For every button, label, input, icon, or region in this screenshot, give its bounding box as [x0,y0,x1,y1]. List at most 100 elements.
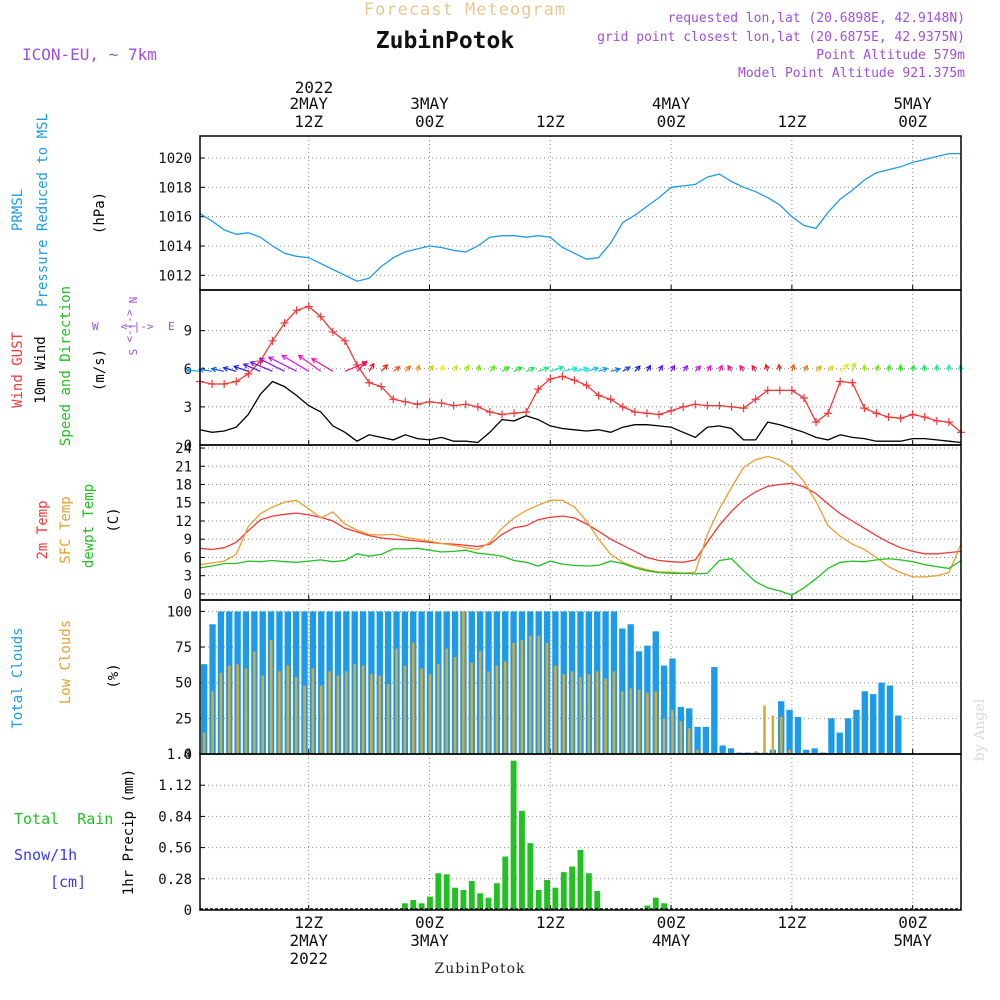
low-cloud-bar [654,691,658,754]
gust-marker [546,374,555,383]
series-line-sfc-temp [199,455,962,578]
gust-marker [268,336,277,345]
wind-arrow-head [843,363,850,370]
series-line-wind-gust [199,305,962,433]
wind-arrow-head [751,364,757,371]
total-cloud-bar [811,748,818,754]
wind-arrow-head [776,363,783,370]
wind-arrow-head [583,366,590,373]
low-cloud-bar [227,665,231,754]
total-cloud-bar [878,682,885,754]
wind-arrow-head [572,366,579,372]
precip-bar [594,891,601,910]
low-cloud-bar [754,751,758,754]
y-tick-label: 0 [184,903,192,919]
y-tick-label: 0 [184,587,192,603]
panel-frame [199,444,962,601]
total-cloud-bar [870,694,877,754]
low-cloud-bar [487,671,490,754]
gust-marker [606,395,615,404]
low-cloud-bar [244,668,248,754]
wind-compass: N S W E <-|-> <-|-> [92,297,175,356]
low-cloud-bar [788,749,791,754]
precip-bar [527,843,534,910]
wind-arrow [186,369,201,372]
wind-arrow-head [885,364,892,371]
low-cloud-bar [353,664,356,754]
gust-marker [449,401,458,410]
gust-marker [920,413,929,422]
y-tick-label: 9 [184,532,192,548]
gust-marker [461,400,470,409]
gust-marker [389,395,398,404]
low-cloud-bar [420,668,423,754]
wind-arrow-head [369,362,375,369]
low-cloud-bar [662,718,666,754]
wind-arrow-head [489,365,496,372]
clouds-label-low: Low Clouds [58,620,74,704]
low-cloud-bar [211,691,214,754]
gust-marker [727,402,736,411]
top-tick-label: 3MAY [410,94,449,113]
wind-arrow-head [405,365,412,372]
gust-marker [824,409,833,418]
chart-panels: 1012101410161018102003690369121518212402… [158,135,965,919]
total-cloud-bar [786,709,793,754]
precip-bar [560,872,567,910]
wind-arrow-head [516,366,523,372]
low-cloud-bar [495,665,499,754]
clouds-panel-labels: Total Clouds Low Clouds (%) [10,620,122,729]
precip-bar [519,810,525,910]
top-tick-label: 4MAY [652,94,691,113]
y-tick-label: 1012 [158,268,192,284]
wind-arrow-head [945,364,952,370]
wind-arrow-head [695,365,702,372]
bottom-tick-label: 12Z [294,913,323,932]
wind-arrow [562,367,578,372]
total-cloud-bar [702,726,710,754]
wind-arrow [344,361,368,372]
wind-arrow-head [789,363,796,370]
y-tick-label: 1016 [158,210,192,226]
wind-arrow [223,367,237,372]
top-tick-label: 00Z [657,112,686,131]
low-cloud-bar [269,639,273,754]
series-line-prmsl [199,152,961,282]
precip-bar [577,849,584,910]
low-cloud-bar [595,671,599,754]
wind-arrow-head [222,366,229,372]
wind-arrow-head [727,364,733,371]
gust-marker [618,402,627,411]
wind-arrow-head [504,366,511,372]
low-cloud-bar [370,674,373,754]
low-cloud-bar [319,685,323,754]
low-cloud-bar [261,675,264,754]
low-cloud-bar [478,651,482,754]
low-cloud-bar [771,715,775,754]
gust-marker [799,393,808,402]
wind-arrow-head [593,366,600,372]
wind-label-10m: 10m Wind [33,336,49,403]
low-cloud-bar [529,635,532,754]
gust-marker [908,410,917,419]
wind-arrow-head [258,358,265,364]
precip-bar [460,889,467,910]
top-tick-label: 2MAY [289,94,328,113]
wind-arrow-head [802,364,809,371]
wind-arrow [501,366,510,372]
bottom-tick-label: 5MAY [893,931,932,950]
low-cloud-bar [202,732,206,754]
top-tick-label: 12Z [294,112,323,131]
watermark: by Angel [972,698,988,761]
bottom-tick-label: 00Z [898,913,927,932]
product-title: Forecast Meteogram [364,0,566,20]
low-cloud-bar [428,674,432,754]
low-cloud-bar [646,692,649,754]
low-cloud-bar [629,688,632,754]
low-cloud-bar [520,639,524,754]
gust-marker [280,319,289,328]
bottom-tick-label: 12Z [777,913,806,932]
series-line-10m-wind [199,380,962,444]
